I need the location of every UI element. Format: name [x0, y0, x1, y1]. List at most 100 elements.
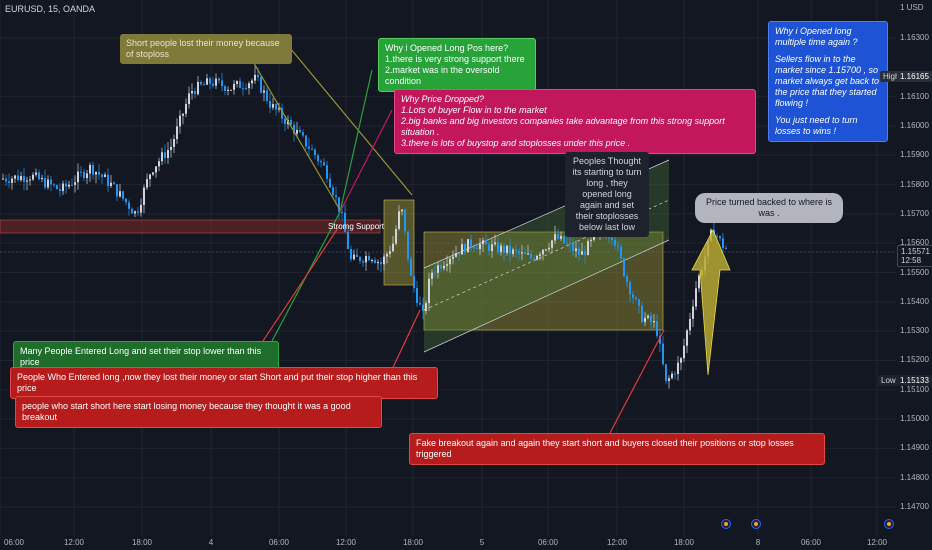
candle-body [575, 248, 577, 251]
candle-body [515, 249, 517, 252]
candle-body [83, 171, 85, 179]
candle-body [209, 78, 211, 84]
time-tick: 12:00 [63, 538, 85, 547]
candle-body [116, 184, 118, 197]
candle-body [134, 211, 136, 214]
candle-body [425, 303, 427, 312]
candle-body [521, 252, 523, 254]
price-tick: 1.15700 [900, 208, 929, 218]
note-start-short[interactable]: people who start short here start losing… [15, 396, 382, 428]
candle-body [626, 276, 628, 283]
symbol-title: EURUSD, 15, OANDA [5, 4, 96, 14]
candle-body [623, 258, 625, 277]
low-value: 1.15133 [897, 375, 932, 386]
candle-body [698, 275, 700, 289]
candle-body [635, 297, 637, 300]
candle-body [671, 373, 673, 379]
candle-body [23, 176, 25, 182]
candle-body [722, 238, 724, 248]
candle-body [620, 246, 622, 259]
price-tick: 1.14700 [900, 502, 929, 511]
note-short-lost[interactable]: Short people lost their money because of… [120, 34, 292, 64]
event-icon[interactable] [751, 519, 761, 529]
candle-body [554, 234, 556, 241]
price-tick: 1.15600 [900, 238, 929, 248]
candle-body [194, 90, 196, 95]
candle-body [266, 90, 268, 102]
candle-body [293, 124, 295, 134]
candle-body [563, 236, 565, 244]
event-icon[interactable] [721, 519, 731, 529]
time-tick: 4 [208, 538, 214, 547]
candle-body [254, 74, 256, 81]
candle-body [488, 244, 490, 252]
recovery-arrow [691, 229, 731, 376]
candle-body [161, 152, 163, 162]
candle-body [5, 178, 7, 182]
candle-body [431, 272, 433, 279]
time-tick: 06:00 [800, 538, 822, 547]
candle-body [422, 304, 424, 312]
note-peoples-thought[interactable]: Peoples Thought its starting to turn lon… [565, 152, 649, 237]
candle-body [665, 364, 667, 381]
price-tick: 1.15300 [900, 326, 929, 336]
candle-body [8, 181, 10, 183]
candle-body [320, 161, 322, 163]
candle-body [566, 243, 568, 245]
candle-body [467, 239, 469, 253]
candle-body [440, 265, 442, 269]
low-tag: Low [878, 375, 899, 386]
candle-body [545, 249, 547, 251]
candle-body [146, 179, 148, 188]
candle-body [674, 373, 676, 375]
time-tick: 12:00 [606, 538, 628, 547]
candle-body [341, 211, 343, 213]
candle-body [191, 90, 193, 94]
candle-body [611, 237, 613, 240]
candle-body [233, 83, 235, 90]
note-why-again[interactable]: Why i Opened long multiple time again ? … [768, 21, 888, 142]
candle-body [608, 237, 610, 239]
strong-support-zone [0, 219, 381, 234]
candle-body [560, 236, 562, 239]
candle-body [452, 256, 454, 259]
support-label: Stromg Support [328, 222, 385, 231]
note-fake-breakout[interactable]: Fake breakout again and again they start… [409, 433, 825, 465]
candle-body [386, 253, 388, 257]
candle-body [152, 172, 154, 175]
candle-body [641, 305, 643, 323]
candle-body [539, 254, 541, 256]
candle-body [140, 204, 142, 213]
candle-body [128, 202, 130, 209]
note-why-dropped[interactable]: Why Price Dropped? 1.Lots of buyer Flow … [394, 89, 756, 154]
candle-body [302, 132, 304, 136]
note-lost-money[interactable]: People Who Entered long ,now they lost t… [10, 367, 438, 399]
candle-body [50, 179, 52, 185]
candle-body [689, 318, 691, 331]
price-axis[interactable]: 1 USD 1.16300 1.16100 1.16000 1.15900 1.1580… [896, 0, 932, 550]
candle-body [197, 81, 199, 95]
note-why-long[interactable]: Why i Opened Long Pos here? 1.there is v… [378, 38, 536, 92]
candle-body [479, 244, 481, 250]
candle-body [344, 212, 346, 232]
candle-body [473, 246, 475, 249]
candle-body [692, 306, 694, 319]
candle-body [455, 253, 457, 257]
candle-body [41, 177, 43, 180]
candle-body [53, 184, 55, 186]
candle-body [308, 146, 310, 149]
time-tick: 8 [755, 538, 761, 547]
event-icon[interactable] [884, 519, 894, 529]
candle-body [110, 182, 112, 186]
candle-body [680, 358, 682, 363]
candle-body [353, 254, 355, 260]
note-price-turned[interactable]: Price turned backed to where is was . [695, 193, 843, 223]
candle-body [125, 198, 127, 203]
candle-body [245, 87, 247, 89]
price-tick: 1.14900 [900, 443, 929, 453]
candles [2, 66, 727, 389]
candle-body [221, 80, 223, 87]
candle-body [668, 378, 670, 381]
time-axis[interactable]: 06:00 12:00 18:00 4 06:00 12:00 18:00 5 06:00 12:… [0, 536, 932, 550]
candle-body [26, 180, 28, 182]
